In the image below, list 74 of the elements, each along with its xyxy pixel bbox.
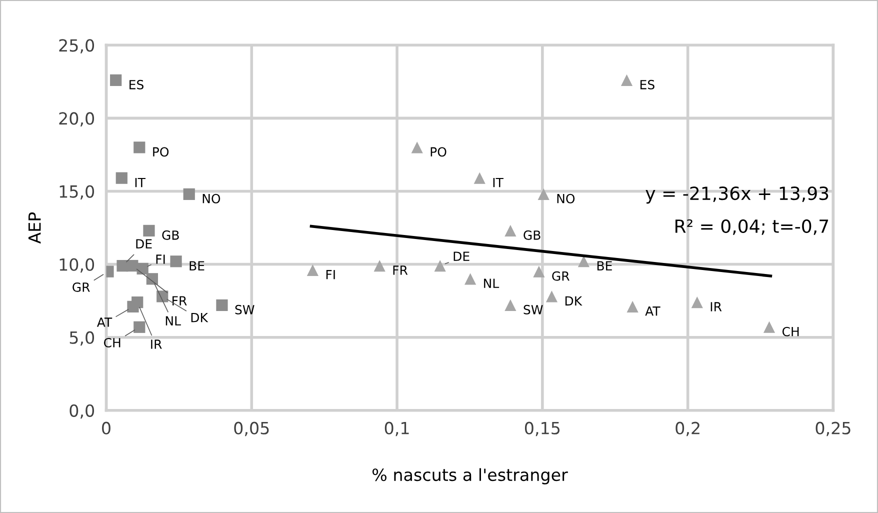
point (116, 172, 128, 184)
point (626, 300, 638, 312)
annotation: ES (640, 80, 654, 90)
annotation: DE (454, 252, 470, 261)
annotation: PO (153, 147, 169, 157)
point (136, 262, 148, 274)
point (533, 266, 545, 278)
y-tick-label: 0,0 (70, 404, 94, 419)
x-tick-label: 0,2 (676, 422, 700, 436)
point (620, 74, 633, 86)
point (143, 224, 155, 237)
annotation: CH (782, 326, 799, 336)
x-tick-label: 0 (102, 422, 110, 434)
y-tick-label: 20,0 (59, 112, 94, 126)
annotation: FR (172, 296, 187, 306)
annotation: NO (202, 194, 220, 204)
point (578, 256, 590, 268)
point (464, 273, 476, 285)
point (504, 224, 516, 237)
annotation: SW (235, 304, 254, 314)
point (183, 188, 195, 200)
point (434, 260, 446, 272)
annotation: FI (326, 270, 335, 280)
point (763, 321, 776, 333)
annotation: NO (557, 194, 575, 204)
x-tick-label: 0,25 (816, 422, 850, 436)
point (538, 188, 550, 200)
x-axis-title: % nascuts a l'estranger (372, 468, 568, 484)
annotation: DK (191, 313, 208, 322)
annotation: R² = 0,04; t=-0,7 (676, 219, 828, 235)
point (504, 299, 516, 312)
annotation: GB (162, 230, 179, 240)
annotation: DE (136, 239, 152, 248)
annotation: y = -21,36x + 13,93 (646, 186, 828, 204)
y-tick-label: 5,0 (70, 331, 94, 346)
annotation: NL (166, 316, 181, 326)
annotation: BE (190, 261, 204, 270)
annotation: FR (393, 266, 408, 275)
point (306, 264, 319, 276)
point (110, 74, 122, 86)
annotation: IT (493, 178, 504, 188)
point (216, 299, 228, 312)
annotation: DK (565, 296, 582, 306)
annotation: GR (72, 282, 90, 292)
annotation: IR (710, 302, 722, 312)
x-tick-label: 0,15 (524, 422, 560, 436)
y-tick-label: 25,0 (59, 39, 94, 54)
x-tick-label: 0,05 (234, 422, 269, 436)
annotation: ES (130, 80, 144, 90)
annotation: AT (645, 306, 660, 316)
y-tick-label: 15,0 (60, 185, 94, 200)
point (411, 142, 423, 154)
x-tick-label: 0,1 (384, 422, 409, 436)
point (132, 296, 144, 308)
point (691, 296, 703, 308)
annotation: SW (524, 304, 543, 314)
annotation: GB (524, 230, 540, 240)
annotation: BE (597, 261, 612, 270)
y-tick-label: 10,0 (60, 258, 94, 273)
annotation: GR (552, 271, 570, 281)
annotation: PO (430, 147, 446, 157)
annotation: NL (484, 278, 500, 288)
annotation: AT (96, 318, 112, 327)
point (134, 142, 146, 154)
annotation: CH (104, 338, 120, 348)
point (134, 321, 146, 333)
annotation: IR (151, 340, 162, 349)
point (374, 260, 386, 272)
annotation: IT (135, 178, 146, 188)
point (546, 290, 558, 302)
point (170, 256, 182, 268)
y-axis-title: AEP (28, 212, 41, 244)
point (474, 172, 486, 184)
annotation: FI (156, 254, 165, 264)
